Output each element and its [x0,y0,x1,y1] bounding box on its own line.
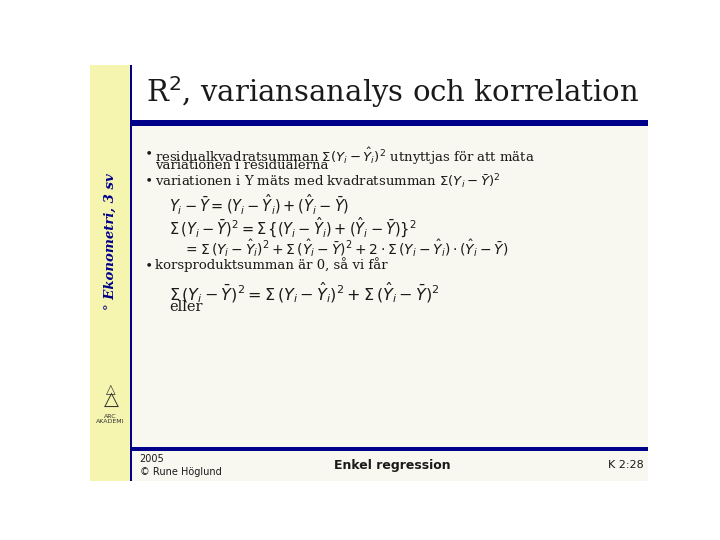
Text: $\triangle$: $\triangle$ [103,382,117,397]
Text: K 2:28: K 2:28 [608,460,644,470]
Text: $\triangle$: $\triangle$ [100,390,120,409]
Text: $\Sigma\,(Y_i - \bar{Y})^2 = \Sigma\,\{(Y_i - \hat{Y}_i) + (\hat{Y}_i - \bar{Y}): $\Sigma\,(Y_i - \bar{Y})^2 = \Sigma\,\{(… [169,215,417,240]
Bar [132,124,648,126]
Text: ° Ekonometri, 3 sv: ° Ekonometri, 3 sv [104,173,117,310]
Text: $\bullet$: $\bullet$ [144,257,153,271]
Text: korsproduktsumman är 0, så vi får: korsproduktsumman är 0, så vi får [155,257,388,272]
Text: R$^2$, variansanalys och korrelation: R$^2$, variansanalys och korrelation [145,75,639,111]
Text: 2005
© Rune Höglund: 2005 © Rune Höglund [140,454,221,477]
Text: $\bullet$: $\bullet$ [144,173,153,186]
Text: $\Sigma\,(Y_i - \bar{Y})^2 = \Sigma\,(Y_i - \hat{Y}_i)^2 + \Sigma\,(\hat{Y}_i - : $\Sigma\,(Y_i - \bar{Y})^2 = \Sigma\,(Y_… [169,280,440,305]
Text: residualkvadratsumman $\Sigma(Y_i - \hat{Y}_i)^2$ utnyttjas för att mäta: residualkvadratsumman $\Sigma(Y_i - \hat… [155,146,535,167]
Bar [90,65,130,481]
Bar [130,65,132,481]
Text: eller: eller [169,300,202,314]
Text: variationen i Y mäts med kvadratsumman $\Sigma(Y_i - \bar{Y})^2$: variationen i Y mäts med kvadratsumman $… [155,173,500,191]
Bar [132,120,648,124]
Text: $Y_i - \bar{Y} = (Y_i - \hat{Y}_i) + (\hat{Y}_i - \bar{Y})$: $Y_i - \bar{Y} = (Y_i - \hat{Y}_i) + (\h… [169,193,349,217]
Bar [132,447,648,450]
Text: $= \Sigma\,(Y_i - \hat{Y}_i)^2 + \Sigma\,(\hat{Y}_i - \bar{Y})^2 + 2\cdot\Sigma\: $= \Sigma\,(Y_i - \hat{Y}_i)^2 + \Sigma\… [183,237,508,259]
Text: Enkel regression: Enkel regression [334,458,451,472]
Text: $\bullet$: $\bullet$ [144,146,153,159]
Bar [132,65,648,120]
Text: ARC
AKADEMI: ARC AKADEMI [96,414,125,424]
Text: variationen i residualerna: variationen i residualerna [155,159,328,172]
